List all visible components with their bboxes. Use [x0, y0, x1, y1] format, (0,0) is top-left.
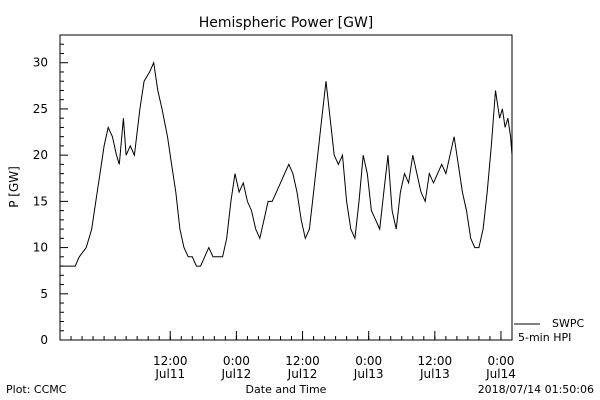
footer-plot-source: Plot: CCMC	[6, 383, 67, 396]
y-axis-label: P [GW]	[7, 166, 21, 208]
y-tick-label: 20	[33, 148, 48, 162]
legend: SWPC 5-min HPI	[514, 317, 584, 344]
footer-timestamp: 2018/07/14 01:50:06	[478, 383, 594, 396]
plot-frame	[59, 34, 513, 341]
x-tick-label-time: 12:00	[153, 354, 188, 368]
series-group	[60, 60, 513, 267]
x-axis: 12:00Jul110:00Jul1212:00Jul120:00Jul1312…	[59, 331, 516, 381]
y-tick-label: 30	[33, 56, 48, 70]
y-axis: 0 5 10 15 20 25 30	[33, 34, 68, 347]
x-tick-label-time: 12:00	[285, 354, 320, 368]
x-tick-label-time: 12:00	[418, 354, 453, 368]
x-tick-label-time: 0:00	[223, 354, 250, 368]
legend-label-source: SWPC	[552, 317, 584, 330]
chart-title: Hemispheric Power [GW]	[199, 15, 374, 31]
x-tick-label-date: Jul13	[419, 367, 450, 381]
x-tick-label-date: Jul11	[154, 367, 185, 381]
legend-label-series: 5-min HPI	[518, 331, 571, 344]
y-tick-label: 10	[33, 241, 48, 255]
y-tick-label: 0	[40, 333, 48, 347]
y-tick-label: 25	[33, 102, 48, 116]
x-axis-label: Date and Time	[246, 383, 327, 396]
y-tick-label: 15	[33, 194, 48, 208]
x-tick-label-date: Jul14	[485, 367, 516, 381]
x-tick-label-date: Jul12	[221, 367, 252, 381]
x-tick-label-time: 0:00	[487, 354, 514, 368]
series-line-hemispheric-power	[60, 60, 513, 267]
x-tick-label-date: Jul13	[353, 367, 384, 381]
x-tick-label-date: Jul12	[287, 367, 318, 381]
y-tick-label: 5	[40, 287, 48, 301]
x-tick-label-time: 0:00	[355, 354, 382, 368]
